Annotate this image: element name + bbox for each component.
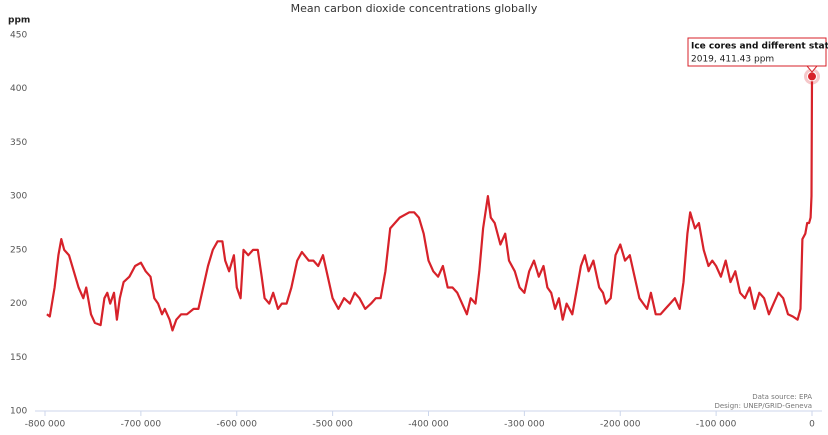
x-tick-label: -800 000 [25, 420, 66, 430]
y-tick-label: 150 [10, 353, 27, 363]
x-tick-label: -600 000 [217, 420, 258, 430]
y-tick-label: 400 [10, 84, 27, 94]
x-tick-label: 0 [809, 420, 815, 430]
x-tick-label: -500 000 [312, 420, 353, 430]
tooltip: Ice cores and different stations 2019, 41… [687, 37, 828, 73]
tooltip-box [687, 37, 827, 67]
y-tick-label: 200 [10, 299, 27, 309]
credit: Design: UNEP/GRID-Geneva [714, 402, 812, 410]
y-tick-label: 350 [10, 138, 27, 148]
tooltip-text: 2019, 411.43 ppm [691, 55, 774, 65]
x-tick-label: -100 000 [696, 420, 737, 430]
y-tick-label: 250 [10, 245, 27, 255]
tooltip-pointer [805, 65, 819, 73]
x-tick-label: -200 000 [600, 420, 641, 430]
x-tick-label: -400 000 [408, 420, 449, 430]
chart-title: Mean carbon dioxide concentrations globa… [291, 2, 538, 15]
y-axis-label: ppm [8, 16, 30, 26]
x-tick-label: -300 000 [504, 420, 545, 430]
y-tick-label: 100 [10, 407, 27, 417]
source: Data source: EPA [752, 393, 812, 401]
tooltip-title: Ice cores and different stations [691, 42, 828, 52]
y-tick-label: 450 [10, 31, 27, 41]
series-line [46, 76, 814, 332]
x-tick-label: -700 000 [121, 420, 162, 430]
y-tick-label: 300 [10, 192, 27, 202]
highlight-point [807, 71, 817, 82]
